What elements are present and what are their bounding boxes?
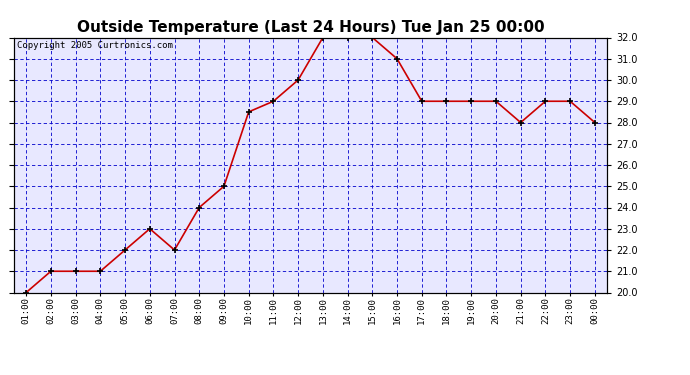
Text: Copyright 2005 Curtronics.com: Copyright 2005 Curtronics.com xyxy=(17,41,172,50)
Title: Outside Temperature (Last 24 Hours) Tue Jan 25 00:00: Outside Temperature (Last 24 Hours) Tue … xyxy=(77,20,544,35)
